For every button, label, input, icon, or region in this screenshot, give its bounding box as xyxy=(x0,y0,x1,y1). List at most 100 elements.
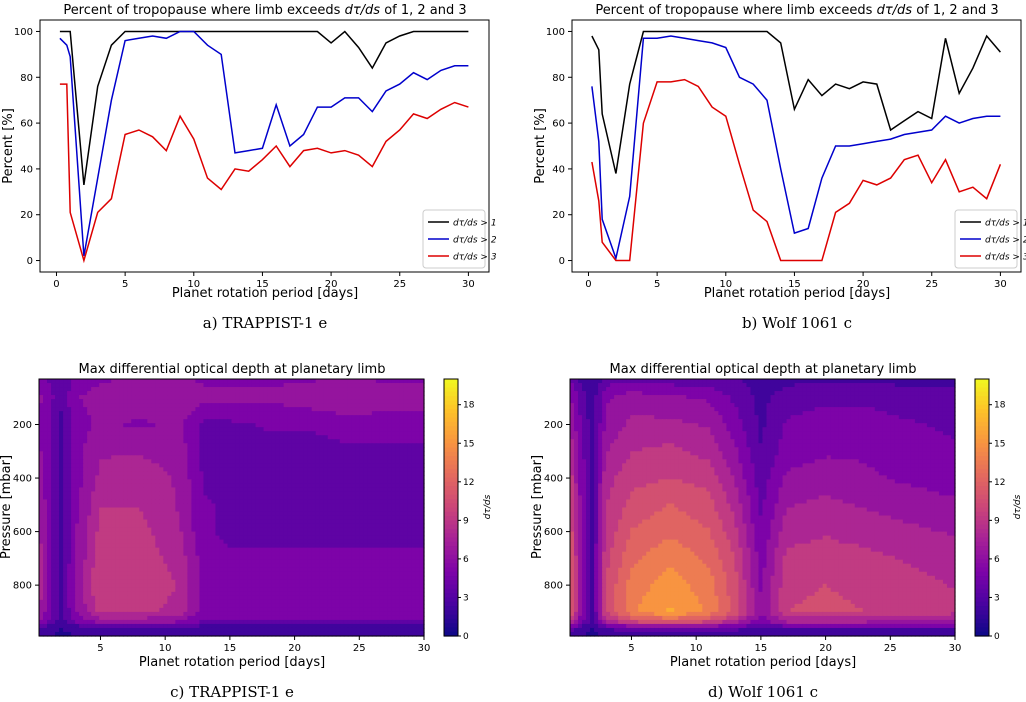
contour-cell xyxy=(259,407,265,412)
contour-cell xyxy=(191,539,197,545)
contour-cell xyxy=(239,503,245,509)
contour-cell xyxy=(223,535,229,541)
contour-cell xyxy=(71,439,76,444)
contour-cell xyxy=(191,431,197,436)
contour-cell xyxy=(75,575,80,581)
contour-cell xyxy=(399,395,405,400)
contour-cell xyxy=(319,415,325,420)
contour-cell xyxy=(119,507,124,513)
contour-cell xyxy=(179,487,184,493)
contour-cell xyxy=(183,575,188,581)
contour-cell xyxy=(99,571,104,577)
contour-cell xyxy=(183,411,188,416)
contour-cell xyxy=(111,435,116,440)
contour-cell xyxy=(79,583,84,589)
contour-cell xyxy=(119,411,124,416)
contour-cell xyxy=(271,515,277,521)
contour-cell xyxy=(175,387,180,392)
contour-cell xyxy=(187,579,192,585)
contour-cell xyxy=(291,495,297,501)
contour-cell xyxy=(123,503,128,509)
contour-cell xyxy=(307,567,313,573)
contour-cell xyxy=(67,391,72,396)
contour-cell xyxy=(279,471,285,476)
contour-cell xyxy=(299,571,305,577)
contour-cell xyxy=(171,387,176,392)
contour-cell xyxy=(383,379,389,384)
contour-cell xyxy=(187,503,192,509)
contour-cell xyxy=(215,463,221,468)
contour-cell xyxy=(339,407,345,412)
contour-cell xyxy=(363,579,369,585)
contour-cell xyxy=(391,395,397,400)
contour-cell xyxy=(419,519,425,525)
contour-cell xyxy=(51,487,56,493)
contour-cell xyxy=(419,523,425,529)
contour-cell xyxy=(195,383,201,388)
contour-cell xyxy=(231,579,237,585)
contour-cell xyxy=(307,463,313,468)
contour-cell xyxy=(263,447,269,452)
contour-cell xyxy=(319,547,325,553)
contour-cell xyxy=(195,495,201,501)
contour-cell xyxy=(211,395,217,400)
contour-cell xyxy=(143,443,148,448)
contour-cell xyxy=(247,511,253,517)
contour-cell xyxy=(399,399,405,404)
contour-cell xyxy=(395,495,401,501)
contour-cell xyxy=(179,403,184,408)
contour-cell xyxy=(375,487,381,493)
contour-cell xyxy=(243,391,249,396)
contour-cell xyxy=(259,547,265,553)
contour-cell xyxy=(71,475,76,480)
contour-cell xyxy=(375,399,381,404)
contour-cell xyxy=(331,439,337,444)
contour-cell xyxy=(59,523,64,529)
contour-cell xyxy=(331,555,337,561)
contour-cell xyxy=(107,403,112,408)
contour-cell xyxy=(323,483,329,489)
contour-cell xyxy=(419,467,425,472)
contour-cell xyxy=(407,479,413,485)
contour-cell xyxy=(367,459,373,464)
contour-cell xyxy=(211,475,217,480)
contour-cell xyxy=(227,543,233,549)
contour-cell xyxy=(243,555,249,561)
contour-cell xyxy=(375,551,381,557)
contour-cell xyxy=(415,487,421,493)
contour-cell xyxy=(415,511,421,517)
contour-cell xyxy=(79,467,84,472)
contour-cell xyxy=(75,499,80,505)
contour-cell xyxy=(179,443,184,448)
contour-cell xyxy=(167,443,172,448)
contour-cell xyxy=(103,523,108,529)
contour-cell xyxy=(139,579,144,585)
contour-cell xyxy=(115,479,120,485)
contour-cell xyxy=(79,503,84,509)
contour-cell xyxy=(379,487,385,493)
contour-cell xyxy=(395,563,401,569)
contour-cell xyxy=(235,411,241,416)
contour-cell xyxy=(347,463,353,468)
contour-cell xyxy=(323,567,329,573)
contour-cell xyxy=(163,431,168,436)
contour-cell xyxy=(351,379,357,384)
contour-cell xyxy=(259,459,265,464)
contour-cell xyxy=(123,379,128,384)
contour-cell xyxy=(319,551,325,557)
contour-cell xyxy=(223,499,229,505)
contour-cell xyxy=(323,451,329,456)
contour-cell xyxy=(339,475,345,480)
contour-cell xyxy=(335,483,341,489)
contour-cell xyxy=(307,527,313,533)
contour-cell xyxy=(119,463,124,468)
contour-cell xyxy=(83,575,88,581)
contour-cell xyxy=(291,411,297,416)
contour-cell xyxy=(187,511,192,517)
contour-cell xyxy=(375,403,381,408)
contour-cell xyxy=(263,391,269,396)
contour-cell xyxy=(55,507,60,513)
contour-cell xyxy=(143,447,148,452)
contour-cell xyxy=(247,443,253,448)
contour-cell xyxy=(79,575,84,581)
